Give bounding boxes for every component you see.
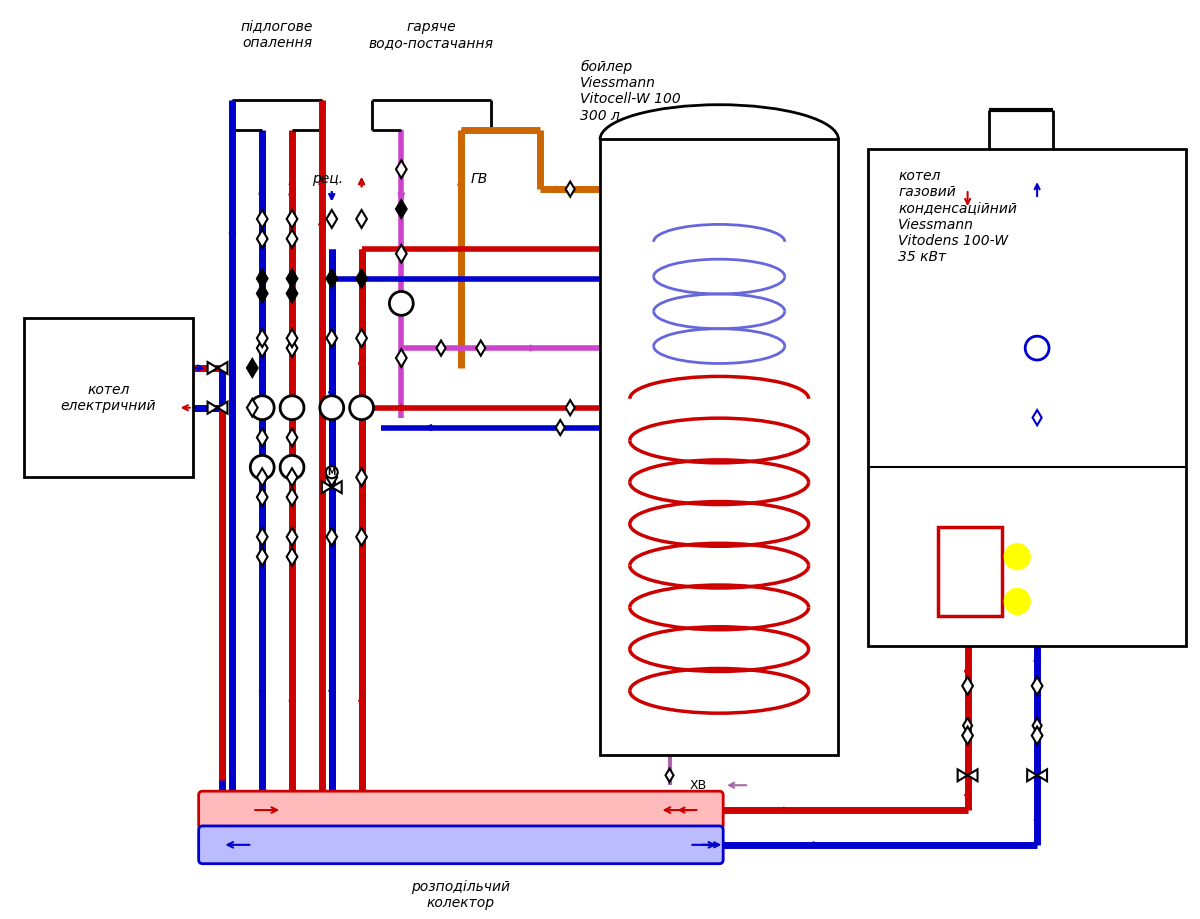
Polygon shape: [326, 210, 337, 228]
Polygon shape: [257, 428, 268, 447]
Circle shape: [251, 456, 274, 479]
Circle shape: [349, 396, 373, 420]
Polygon shape: [1037, 769, 1048, 781]
Text: підлогове
опалення: підлогове опалення: [241, 20, 313, 50]
Polygon shape: [257, 269, 268, 288]
Bar: [600, 140, 839, 755]
Polygon shape: [287, 548, 298, 566]
Circle shape: [251, 396, 274, 420]
FancyBboxPatch shape: [199, 826, 724, 864]
Polygon shape: [1032, 410, 1042, 425]
Polygon shape: [257, 339, 268, 357]
Polygon shape: [396, 160, 407, 178]
Bar: [937, 527, 1002, 617]
Polygon shape: [257, 285, 268, 302]
Polygon shape: [958, 769, 967, 781]
Polygon shape: [287, 329, 298, 347]
Text: котел
газовий
конденсаційний
Viessmann
Vitodens 100-W
35 кВт: котел газовий конденсаційний Viessmann V…: [898, 169, 1016, 265]
Polygon shape: [356, 269, 367, 288]
Circle shape: [326, 466, 337, 478]
Polygon shape: [356, 210, 367, 228]
Circle shape: [280, 396, 304, 420]
Polygon shape: [396, 349, 407, 367]
Text: M: M: [328, 468, 336, 477]
Polygon shape: [964, 678, 972, 694]
Polygon shape: [326, 469, 337, 486]
Polygon shape: [964, 718, 972, 733]
Circle shape: [1004, 544, 1030, 570]
Polygon shape: [287, 269, 298, 288]
Polygon shape: [287, 488, 298, 506]
Text: ГВ: ГВ: [470, 172, 488, 187]
Text: розподільчий
колектор: розподільчий колектор: [412, 879, 510, 910]
Polygon shape: [287, 528, 298, 546]
Circle shape: [1004, 588, 1030, 614]
Circle shape: [320, 396, 343, 420]
Polygon shape: [326, 528, 337, 546]
Polygon shape: [287, 339, 298, 357]
Polygon shape: [1027, 769, 1037, 781]
Polygon shape: [967, 769, 978, 781]
Polygon shape: [962, 677, 973, 695]
Circle shape: [389, 291, 413, 315]
Polygon shape: [1032, 718, 1042, 733]
Circle shape: [1025, 336, 1049, 360]
Polygon shape: [326, 329, 337, 347]
Polygon shape: [257, 469, 268, 486]
Polygon shape: [208, 402, 217, 414]
Polygon shape: [356, 469, 367, 486]
Polygon shape: [257, 548, 268, 566]
Polygon shape: [247, 399, 258, 416]
Polygon shape: [287, 285, 298, 302]
Text: ХВ: ХВ: [690, 778, 707, 791]
Polygon shape: [565, 400, 575, 415]
Polygon shape: [287, 230, 298, 248]
Polygon shape: [287, 469, 298, 486]
Polygon shape: [1032, 727, 1043, 744]
Polygon shape: [556, 420, 565, 436]
Polygon shape: [356, 528, 367, 546]
Circle shape: [280, 456, 304, 479]
Polygon shape: [331, 482, 342, 494]
Polygon shape: [287, 210, 298, 228]
Text: гаряче
водо-постачання: гаряче водо-постачання: [368, 20, 493, 50]
Polygon shape: [356, 329, 367, 347]
Polygon shape: [396, 200, 407, 218]
Polygon shape: [208, 362, 217, 374]
Polygon shape: [396, 244, 407, 263]
Text: рец.: рец.: [312, 172, 343, 187]
Text: котел
електричний: котел електричний: [60, 382, 156, 413]
Polygon shape: [437, 341, 445, 356]
Polygon shape: [565, 182, 575, 197]
Polygon shape: [257, 528, 268, 546]
Polygon shape: [666, 768, 673, 782]
Polygon shape: [257, 210, 268, 228]
Polygon shape: [1032, 678, 1042, 694]
Polygon shape: [1032, 677, 1043, 695]
Polygon shape: [326, 269, 337, 288]
Bar: [869, 150, 1186, 646]
Polygon shape: [962, 727, 973, 744]
Polygon shape: [257, 230, 268, 248]
Polygon shape: [257, 329, 268, 347]
Polygon shape: [322, 482, 331, 494]
Polygon shape: [217, 362, 228, 374]
Polygon shape: [476, 341, 485, 356]
Polygon shape: [247, 359, 258, 377]
FancyBboxPatch shape: [199, 791, 724, 829]
Polygon shape: [217, 402, 228, 414]
Polygon shape: [257, 488, 268, 506]
Bar: [24, 318, 193, 477]
Text: бойлер
Viessmann
Vitocell-W 100
300 л: бойлер Viessmann Vitocell-W 100 300 л: [580, 60, 680, 123]
Polygon shape: [287, 428, 298, 447]
